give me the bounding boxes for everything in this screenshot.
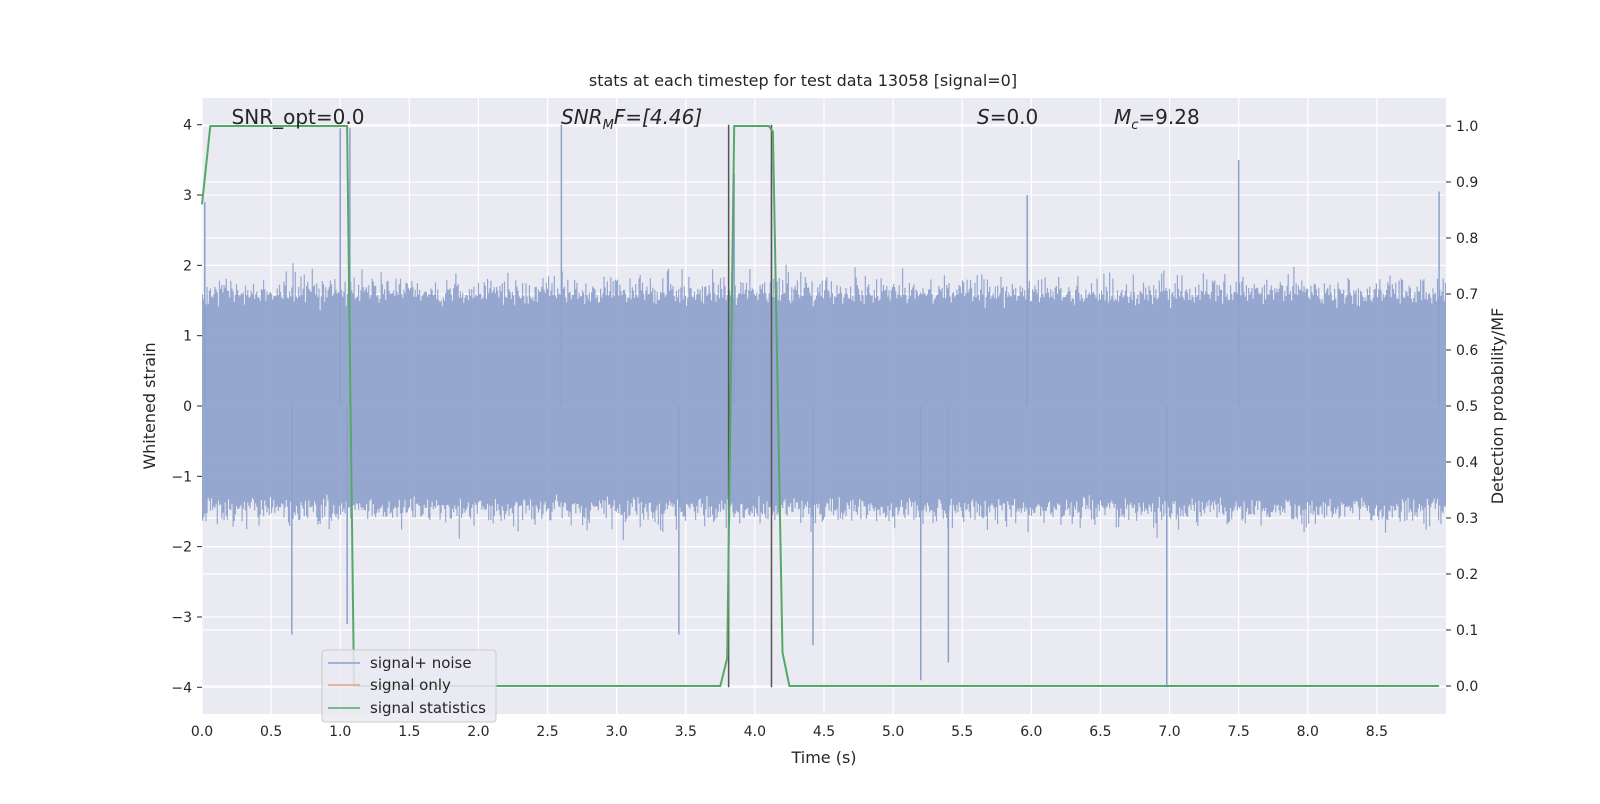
right-y-tick-label: 0.8 [1456,231,1478,247]
x-tick-label: 0.0 [191,724,213,740]
left-y-axis-label: Whitened strain [140,342,159,469]
legend-label-statistics: signal statistics [370,699,486,717]
right-y-tick-label: 0.5 [1456,399,1478,415]
right-y-tick-label: 0.4 [1456,455,1478,471]
x-tick-label: 7.0 [1158,724,1180,740]
x-tick-label: 2.0 [467,724,489,740]
x-tick-label: 3.5 [675,724,697,740]
left-y-tick-label: 0 [183,399,192,415]
x-tick-label: 4.5 [813,724,835,740]
right-y-tick-label: 0.0 [1456,679,1478,695]
statistics-line [201,125,1440,687]
chart-title: stats at each timestep for test data 130… [589,71,1017,90]
x-tick-label: 6.0 [1020,724,1042,740]
right-y-tick-label: 0.1 [1456,623,1478,639]
right-y-tick-label: 1.0 [1456,119,1478,135]
snr-opt-annotation: SNR_opt=0.0 [232,105,365,129]
s-annotation: S=0.0 [977,105,1038,129]
left-y-tick-label: 2 [183,258,192,274]
x-tick-label: 5.0 [882,724,904,740]
legend-label-noise: signal+ noise [370,654,472,672]
left-y-tick-label: −4 [171,680,192,696]
legend: signal+ noise signal only signal statist… [321,649,497,723]
snr-mf-main: SNR [561,105,603,129]
x-tick-label: 5.5 [951,724,973,740]
x-tick-label: 3.0 [606,724,628,740]
s-main: S [977,105,990,129]
left-y-tick-label: −1 [171,469,192,485]
right-y-axis-label: Detection probability/MF [1488,308,1507,505]
noise-band [202,263,1446,541]
mc-annotation: Mc=9.28 [1114,105,1200,133]
snr-mf-annotation: SNRMF=[4.46] [561,105,702,133]
x-tick-label: 0.5 [260,724,282,740]
x-tick-label: 1.5 [398,724,420,740]
snr-mf-rest: F=[4.46] [614,105,702,129]
legend-box [321,649,497,723]
mc-sub: c [1131,118,1138,133]
left-y-tick-label: 3 [183,188,192,204]
left-y-tick-label: 4 [183,118,192,134]
mc-rest: =9.28 [1138,105,1199,129]
left-y-tick-label: 1 [183,329,192,345]
x-tick-label: 6.5 [1089,724,1111,740]
s-rest: =0.0 [990,105,1039,129]
statistics-series [201,125,1440,687]
right-y-tick-label: 0.2 [1456,567,1478,583]
mc-main: M [1114,105,1131,129]
right-y-tick-label: 0.9 [1456,175,1478,191]
x-tick-label: 8.5 [1366,724,1388,740]
axis-ticks: 0.0 0.5 1.0 1.5 2.0 2.5 3.0 3.5 4.0 4.5 5.0 5.5 6.0 6… [171,118,1478,740]
x-tick-label: 1.0 [329,724,351,740]
right-y-tick-label: 0.7 [1456,287,1478,303]
x-tick-label: 8.0 [1297,724,1319,740]
right-y-tick-label: 0.6 [1456,343,1478,359]
snr-mf-sub: M [603,118,614,133]
x-axis-label: Time (s) [790,748,856,767]
x-tick-label: 7.5 [1228,724,1250,740]
left-y-tick-label: −3 [171,610,192,626]
x-tick-label: 2.5 [536,724,558,740]
x-tick-label: 4.0 [744,724,766,740]
right-y-tick-label: 0.3 [1456,511,1478,527]
left-y-tick-label: −2 [171,540,192,556]
legend-label-signal-only: signal only [370,676,451,694]
